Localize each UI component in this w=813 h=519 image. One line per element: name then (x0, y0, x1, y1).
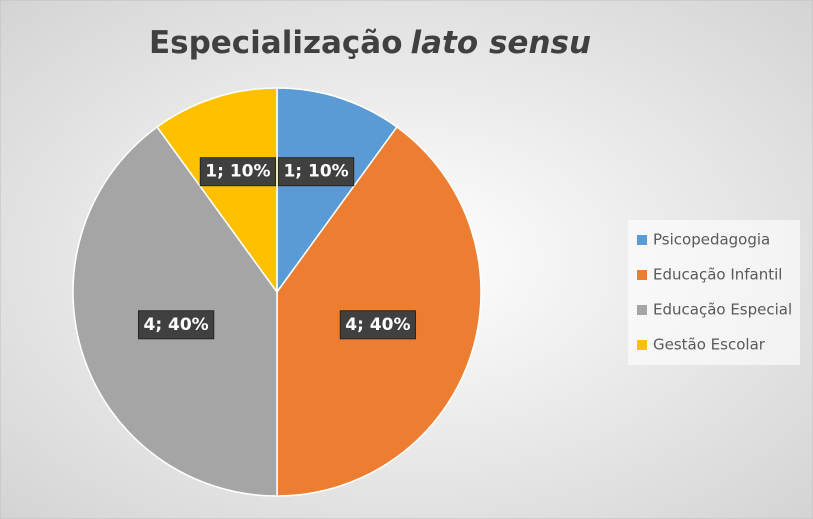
legend-label: Educação Infantil (653, 266, 782, 284)
title-main: Especialização (149, 25, 403, 61)
legend-swatch (637, 340, 647, 350)
legend: Psicopedagogia Educação Infantil Educação … (637, 231, 792, 354)
title-italic: lato sensu (411, 25, 592, 61)
data-label-text: 4; 40% (345, 315, 410, 335)
legend-swatch (637, 235, 647, 245)
legend-swatch (637, 270, 647, 280)
data-label: 4; 40% (339, 310, 417, 340)
chart-title: Especialização lato sensu (149, 25, 591, 61)
data-label: 4; 40% (137, 310, 215, 340)
data-label-box (137, 310, 215, 340)
data-labels: 1; 10% 4; 40% 4; 40% 1; 10% (137, 157, 417, 340)
data-label: 1; 10% (277, 157, 355, 187)
legend-label: Psicopedagogia (653, 231, 770, 249)
data-label-text: 1; 10% (205, 162, 270, 182)
legend-box (628, 220, 800, 365)
data-label-box (277, 157, 355, 187)
pie-slice (276, 87, 398, 295)
legend-label: Gestão Escolar (653, 336, 766, 354)
pie-slice (156, 87, 278, 295)
legend-label: Educação Especial (653, 301, 792, 319)
data-label: 1; 10% (199, 157, 277, 187)
data-label-text: 1; 10% (283, 162, 348, 182)
data-label-text: 4; 40% (143, 315, 208, 335)
legend-swatch (637, 305, 647, 315)
data-label-box (199, 157, 277, 187)
data-label-box (339, 310, 417, 340)
pie (72, 87, 482, 497)
